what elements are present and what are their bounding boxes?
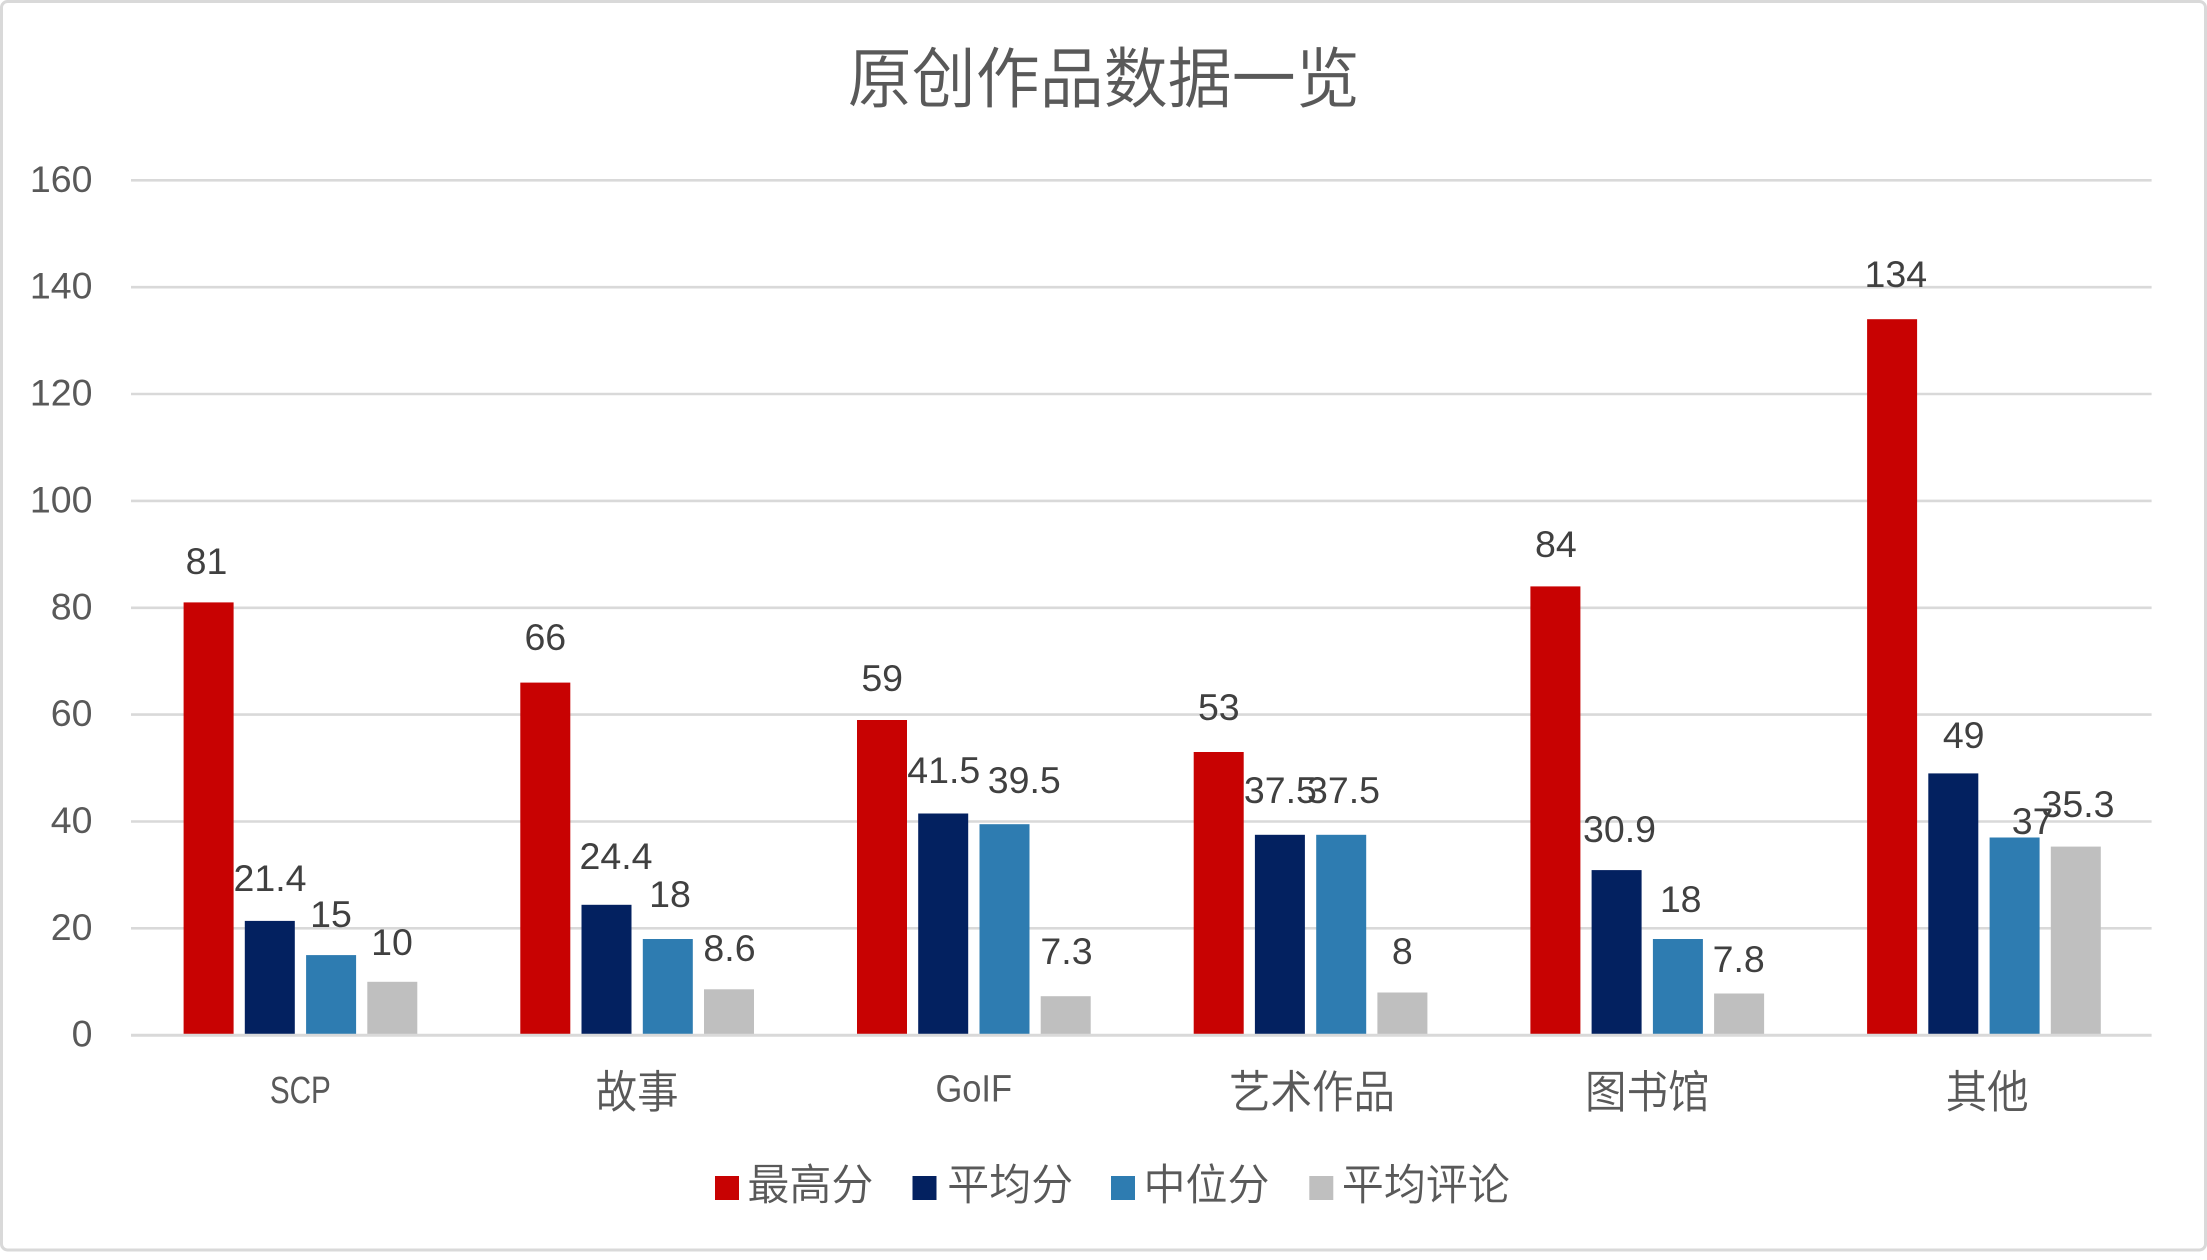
svg-text:18: 18: [649, 873, 691, 915]
svg-text:84: 84: [1535, 523, 1577, 565]
svg-text:7.8: 7.8: [1713, 938, 1765, 980]
svg-text:66: 66: [524, 616, 566, 658]
svg-text:30.9: 30.9: [1583, 808, 1656, 850]
svg-text:37.5: 37.5: [1307, 769, 1380, 811]
svg-text:GoIF: GoIF: [936, 1069, 1013, 1111]
svg-text:53: 53: [1198, 686, 1240, 728]
svg-text:160: 160: [30, 158, 93, 200]
svg-text:SCP: SCP: [270, 1070, 331, 1112]
svg-text:100: 100: [30, 478, 93, 520]
svg-text:20: 20: [51, 906, 93, 948]
svg-text:7.3: 7.3: [1040, 930, 1092, 972]
svg-text:80: 80: [51, 585, 93, 627]
svg-text:60: 60: [51, 692, 93, 734]
svg-text:140: 140: [30, 265, 93, 307]
svg-text:40: 40: [51, 799, 93, 841]
svg-text:24.4: 24.4: [580, 835, 653, 877]
svg-text:10: 10: [371, 921, 413, 963]
svg-text:37.5: 37.5: [1244, 769, 1317, 811]
svg-text:49: 49: [1943, 714, 1985, 756]
svg-text:0: 0: [72, 1013, 93, 1055]
svg-text:8: 8: [1392, 930, 1413, 972]
svg-text:39.5: 39.5: [988, 759, 1061, 801]
svg-text:8.6: 8.6: [703, 927, 755, 969]
svg-text:59: 59: [861, 657, 903, 699]
svg-text:18: 18: [1660, 878, 1702, 920]
svg-text:81: 81: [186, 540, 228, 582]
svg-text:35.3: 35.3: [2042, 783, 2115, 825]
svg-text:120: 120: [30, 372, 93, 414]
svg-text:134: 134: [1865, 253, 1928, 295]
svg-text:37: 37: [2012, 800, 2054, 842]
svg-text:41.5: 41.5: [907, 749, 980, 791]
svg-text:21.4: 21.4: [234, 857, 307, 899]
svg-text:15: 15: [310, 893, 352, 935]
